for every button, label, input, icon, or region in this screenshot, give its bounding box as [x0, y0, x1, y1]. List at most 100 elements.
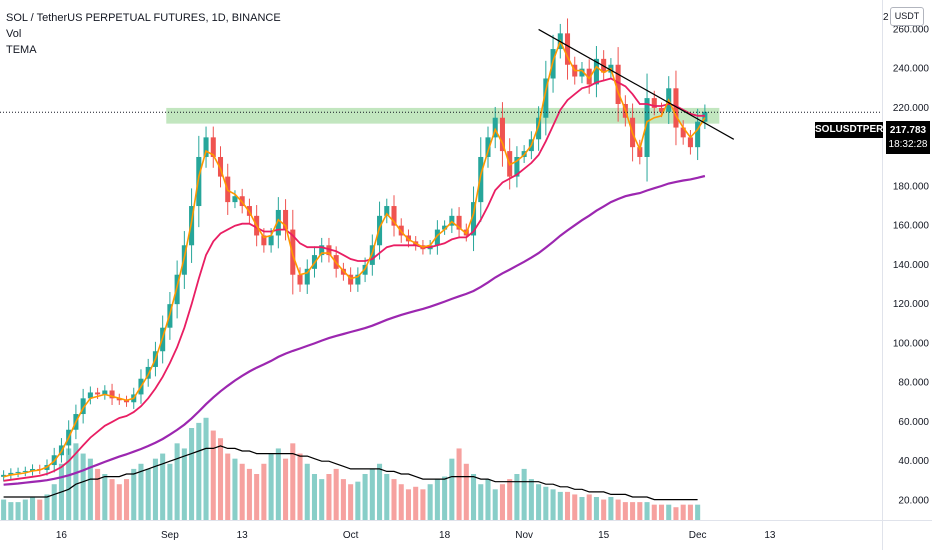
candle-body[interactable] — [22, 470, 28, 472]
candle-body[interactable] — [695, 121, 701, 148]
currency-unit-badge[interactable]: USDT — [890, 7, 924, 26]
candle-body[interactable] — [456, 215, 462, 230]
candle-body[interactable] — [564, 33, 571, 65]
candle-body[interactable] — [492, 117, 498, 138]
candle-body[interactable] — [15, 471, 21, 473]
volume-bar — [181, 448, 187, 520]
chart-legend: SOL / TetherUS PERPETUAL FUTURES, 1D, BI… — [6, 10, 281, 58]
tema-slow-line[interactable] — [3, 174, 706, 486]
candle-body[interactable] — [1, 474, 7, 477]
tema-indicator-label[interactable]: TEMA — [6, 44, 37, 56]
candle-body[interactable] — [702, 111, 708, 122]
candle-body[interactable] — [261, 235, 267, 246]
candle-body[interactable] — [145, 366, 151, 379]
candle-body[interactable] — [319, 245, 325, 256]
candle-body[interactable] — [8, 472, 14, 475]
volume-bar — [442, 476, 448, 520]
candle-body[interactable] — [369, 245, 375, 265]
symbol-title[interactable]: SOL / TetherUS PERPETUAL FUTURES, 1D, BI… — [6, 12, 281, 24]
candle-body[interactable] — [637, 147, 643, 157]
volume-bar — [369, 468, 375, 520]
candle-body[interactable] — [499, 117, 505, 152]
candle-body[interactable] — [471, 202, 477, 236]
time-tick-label: 15 — [598, 530, 610, 541]
volume-bar — [145, 468, 151, 520]
candle-body[interactable] — [210, 137, 216, 157]
volume-bar — [695, 504, 701, 520]
candle-body[interactable] — [275, 209, 281, 236]
candle-body[interactable] — [384, 206, 390, 216]
candle-body[interactable] — [123, 400, 130, 403]
candle-body[interactable] — [586, 68, 592, 85]
volume-bar — [311, 474, 318, 520]
candle-body[interactable] — [30, 468, 36, 471]
tema-mid-line[interactable] — [3, 77, 705, 482]
candle-body[interactable] — [355, 274, 361, 285]
candle-body[interactable] — [95, 392, 101, 395]
time-tick-label: 13 — [237, 530, 249, 541]
volume-bar — [268, 453, 274, 520]
volume-bar — [217, 438, 224, 520]
volume-bar — [637, 502, 643, 520]
tema-fast-line[interactable] — [3, 39, 706, 478]
candle-body[interactable] — [593, 58, 599, 85]
volume-bar — [123, 479, 130, 520]
volume-bar — [673, 507, 679, 520]
volume-bar — [391, 479, 397, 520]
candle-body[interactable] — [217, 156, 224, 177]
candle-body[interactable] — [102, 390, 108, 395]
price-tick-label: 100.000 — [893, 338, 930, 349]
volume-bar — [644, 502, 650, 520]
candle-body[interactable] — [514, 156, 520, 177]
candle-body[interactable] — [283, 209, 289, 230]
price-tick-label: 240.000 — [893, 64, 930, 75]
candle-body[interactable] — [485, 137, 491, 157]
candle-body[interactable] — [109, 390, 115, 399]
volume-bar — [333, 468, 339, 520]
candle-body[interactable] — [326, 245, 332, 256]
time-tick-label: 13 — [764, 530, 776, 541]
candle-body[interactable] — [116, 398, 122, 401]
volume-bar — [95, 468, 101, 520]
candle-body[interactable] — [442, 225, 448, 230]
volume-bar — [116, 484, 122, 520]
volume-bar — [543, 486, 549, 520]
candle-body[interactable] — [543, 78, 549, 118]
candle-body[interactable] — [232, 196, 238, 203]
volume-bar — [138, 463, 144, 520]
candle-body[interactable] — [87, 392, 93, 399]
candle-body[interactable] — [478, 156, 484, 203]
candle-body[interactable] — [687, 137, 693, 148]
volume-bar — [254, 474, 260, 520]
symbol-price-label: SOLUSDTPERP — [815, 122, 890, 138]
volume-indicator-label[interactable]: Vol — [6, 28, 22, 40]
resistance-zone[interactable] — [166, 107, 720, 124]
candle-body[interactable] — [579, 68, 585, 77]
volume-bar — [384, 474, 390, 520]
price-tick-label: 180.000 — [893, 181, 930, 192]
candle-body[interactable] — [348, 274, 354, 285]
candle-body[interactable] — [658, 107, 665, 112]
candle-body[interactable] — [673, 88, 679, 128]
candle-body[interactable] — [536, 117, 542, 140]
candle-body[interactable] — [80, 398, 86, 415]
candle-body[interactable] — [680, 127, 686, 138]
candle-body[interactable] — [268, 235, 274, 246]
volume-bar — [485, 479, 491, 520]
candle-body[interactable] — [377, 215, 383, 246]
candle-body[interactable] — [434, 229, 440, 246]
descending-trendline[interactable] — [538, 28, 735, 140]
candle-body[interactable] — [615, 64, 621, 104]
volume-bar — [239, 463, 245, 520]
candle-body[interactable] — [651, 98, 657, 108]
candle-body[interactable] — [391, 206, 397, 226]
volume-bar — [405, 489, 411, 520]
candle-body[interactable] — [644, 98, 650, 157]
candle-body[interactable] — [304, 268, 310, 285]
volume-bar — [398, 484, 404, 520]
volume-bar — [456, 448, 462, 520]
candle-body[interactable] — [203, 137, 209, 157]
candle-body[interactable] — [297, 274, 303, 285]
